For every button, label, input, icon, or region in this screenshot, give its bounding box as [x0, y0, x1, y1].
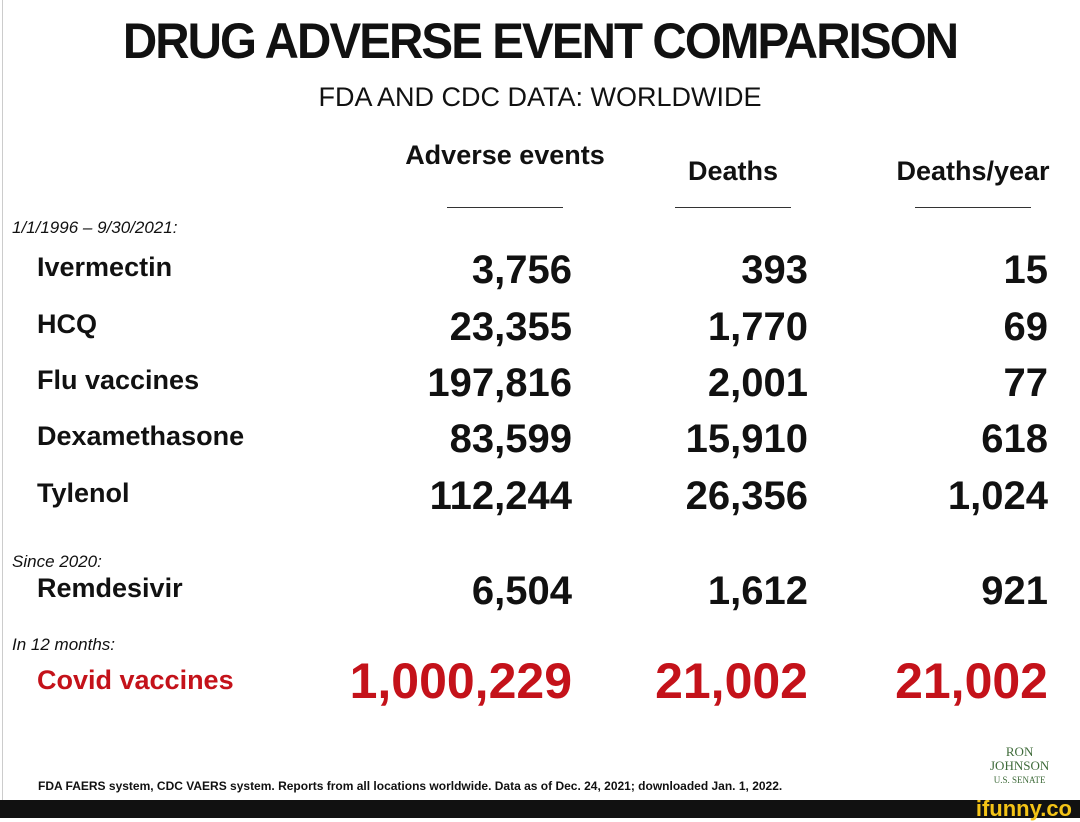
- title: DRUG ADVERSE EVENT COMPARISON: [122, 13, 959, 69]
- group-label: 1/1/1996 – 9/30/2021:: [12, 218, 178, 237]
- column-header: Deaths/year: [896, 156, 1050, 186]
- watermark: ifunny.co: [975, 796, 1072, 821]
- cell-value: 618: [981, 417, 1048, 461]
- cell-value: 921: [981, 569, 1048, 613]
- cell-value: 112,244: [429, 474, 572, 518]
- cell-value: 1,770: [707, 305, 808, 349]
- cell-value: 3,756: [471, 248, 572, 292]
- header-underline: [915, 207, 1031, 208]
- cell-value: 1,024: [947, 474, 1048, 518]
- footer: FDA FAERS system, CDC VAERS system. Repo…: [38, 779, 783, 793]
- logo-line: JOHNSON: [990, 758, 1050, 773]
- cell-value: 1,000,229: [349, 653, 572, 709]
- row-name: Dexamethasone: [37, 421, 245, 451]
- cell-value: 2,001: [707, 361, 808, 405]
- row-name: Remdesivir: [37, 573, 183, 603]
- cell-value: 23,355: [449, 305, 572, 349]
- edge: [2, 0, 3, 800]
- cell-value: 69: [1003, 305, 1049, 349]
- cell-value: 15: [1003, 248, 1049, 292]
- group-label: Since 2020:: [12, 552, 102, 571]
- cell-value: 6,504: [471, 569, 572, 613]
- cell-value: 77: [1003, 361, 1049, 405]
- row-name: HCQ: [37, 309, 97, 339]
- logo-line: RON: [1005, 744, 1034, 759]
- cell-value: 393: [741, 248, 808, 292]
- row-name: Ivermectin: [37, 252, 173, 282]
- row-name: Covid vaccines: [37, 665, 234, 695]
- row-name: Tylenol: [37, 478, 130, 508]
- header-underline: [447, 207, 563, 208]
- column-header: Adverse events: [405, 140, 605, 170]
- column-header: Deaths: [687, 156, 779, 186]
- cell-value: 26,356: [685, 474, 808, 518]
- cell-value: 21,002: [895, 653, 1048, 709]
- row-name: Flu vaccines: [37, 365, 200, 395]
- header-underline: [675, 207, 791, 208]
- logo-line: U.S. SENATE: [993, 775, 1046, 785]
- cell-value: 1,612: [707, 569, 808, 613]
- cell-value: 197,816: [427, 361, 572, 405]
- subtitle: FDA AND CDC DATA: WORLDWIDE: [318, 82, 762, 112]
- logo: RON JOHNSON U.S. SENATE: [990, 745, 1049, 787]
- cell-value: 21,002: [655, 653, 808, 709]
- cell-value: 83,599: [449, 417, 572, 461]
- bottom-bar: [0, 800, 1080, 818]
- cell-value: 15,910: [685, 417, 808, 461]
- group-label: In 12 months:: [12, 635, 116, 654]
